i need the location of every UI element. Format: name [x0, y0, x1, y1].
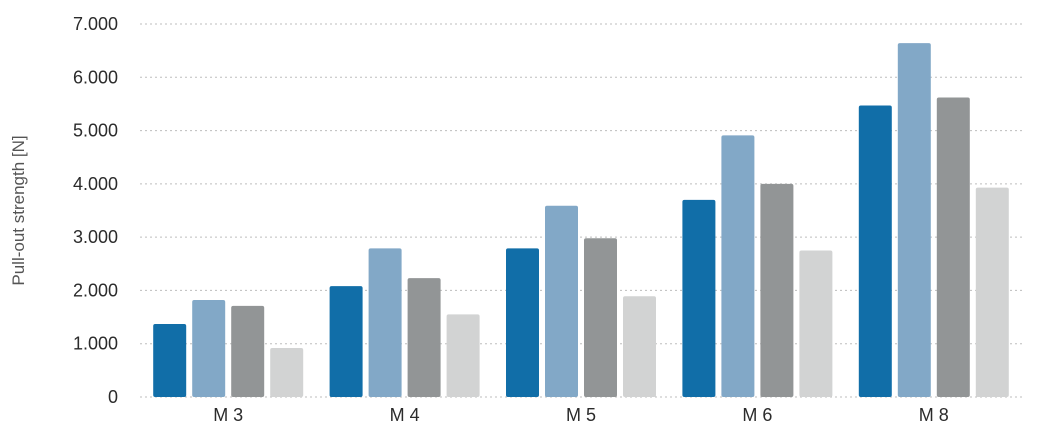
- bar: [153, 323, 187, 397]
- x-tick-label: M 5: [566, 405, 596, 425]
- x-tick-label: M 8: [919, 405, 949, 425]
- bar: [368, 248, 402, 397]
- y-tick-label: 4.000: [73, 174, 118, 194]
- y-tick-label: 1.000: [73, 334, 118, 354]
- x-tick-labels: M 3 M 4 M 5 M 6 M 8: [213, 405, 949, 425]
- bars: [153, 43, 1009, 398]
- bar: [545, 205, 578, 397]
- bar: [329, 286, 363, 397]
- y-axis-title: Pull-out strength [N]: [9, 135, 28, 285]
- bar: [407, 278, 441, 397]
- bar: [799, 250, 833, 397]
- bar: [623, 296, 656, 397]
- y-tick-label: 6.000: [73, 67, 118, 87]
- bar: [446, 314, 480, 397]
- bar: [760, 183, 794, 397]
- y-tick-label: 3.000: [73, 227, 118, 247]
- bar: [975, 187, 1009, 397]
- bar: [192, 300, 226, 397]
- y-tick-label: 5.000: [73, 121, 118, 141]
- y-tick-label: 7.000: [73, 14, 118, 34]
- bar: [897, 43, 931, 397]
- y-tick-label: 2.000: [73, 280, 118, 300]
- gridlines: [140, 23, 1022, 398]
- bar: [506, 248, 539, 397]
- y-tick-labels: 0 1.000 2.000 3.000 4.000 5.000 6.000 7.000: [73, 14, 118, 407]
- bar: [270, 347, 304, 397]
- x-tick-label: M 3: [213, 405, 243, 425]
- x-tick-label: M 4: [390, 405, 420, 425]
- bar: [682, 199, 716, 397]
- bar: [858, 105, 892, 397]
- bar: [936, 97, 970, 397]
- x-tick-label: M 6: [742, 405, 772, 425]
- bar: [231, 305, 265, 397]
- y-tick-label: 0: [108, 387, 118, 407]
- bar: [584, 238, 617, 397]
- bar: [721, 135, 755, 398]
